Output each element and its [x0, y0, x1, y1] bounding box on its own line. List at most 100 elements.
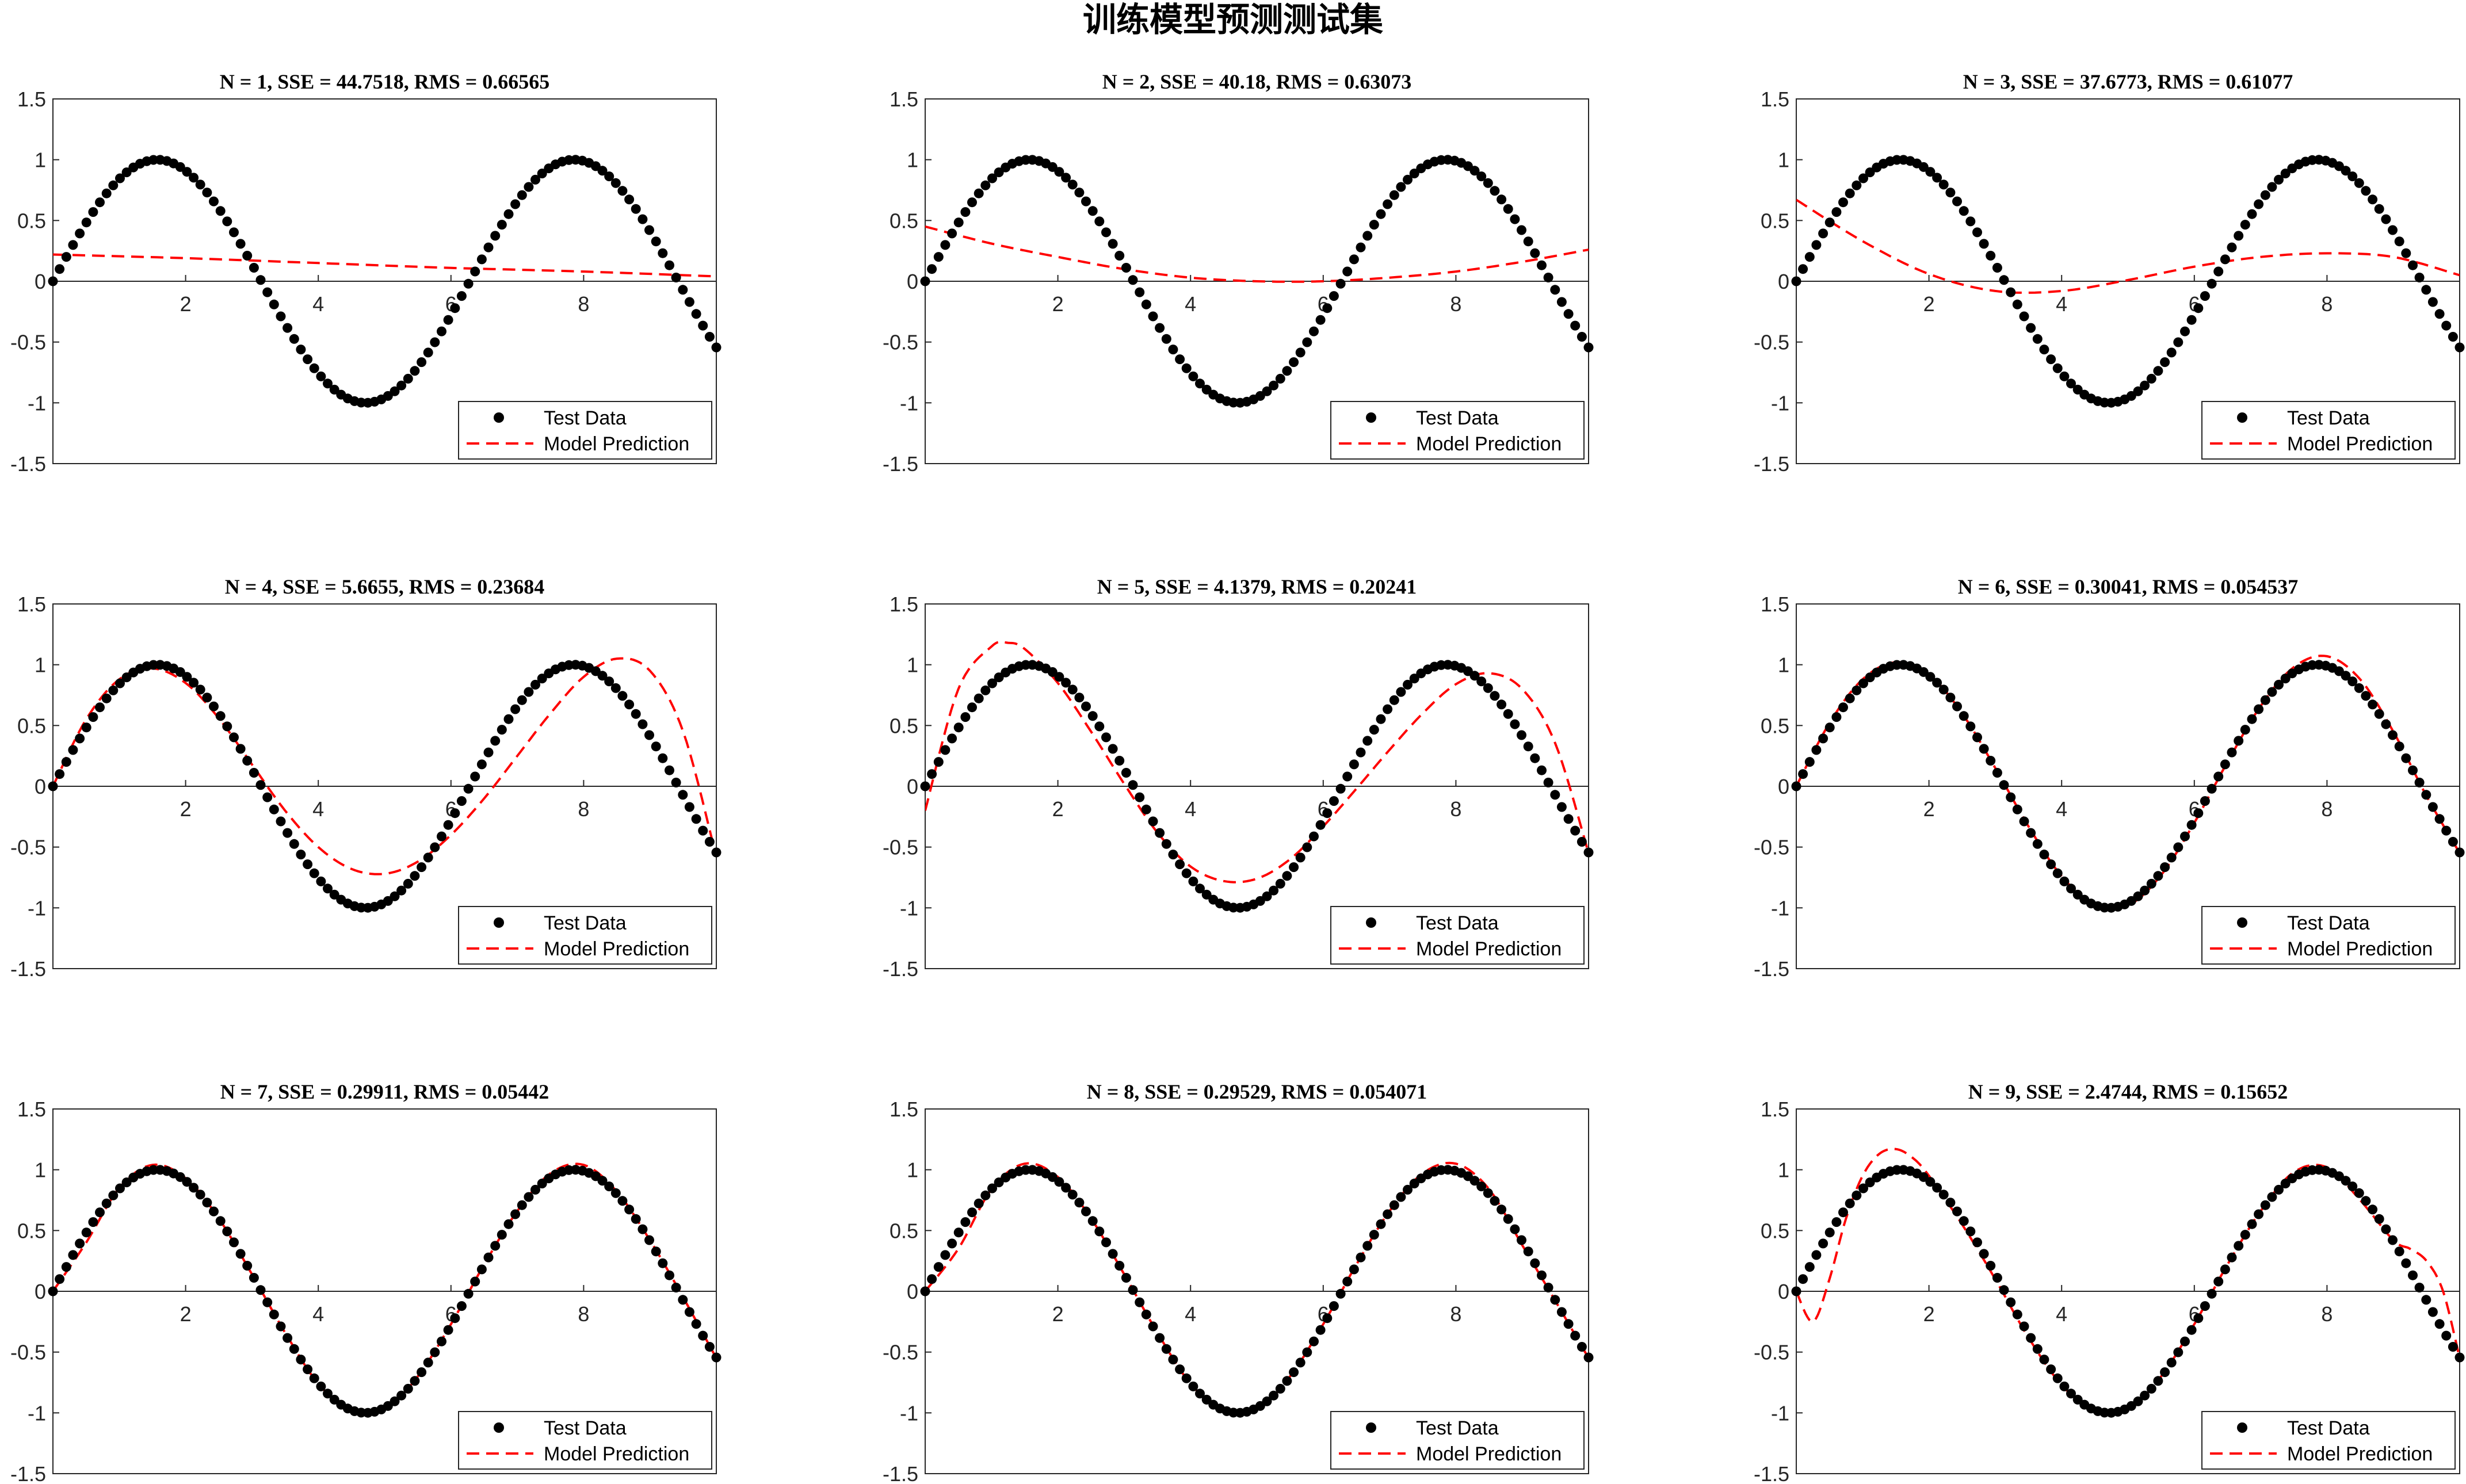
data-point	[2227, 747, 2237, 758]
y-tick-label: 0.5	[1761, 1219, 1789, 1242]
data-point	[2220, 1264, 2230, 1275]
data-point	[1269, 1390, 1279, 1401]
data-point	[1583, 342, 1594, 353]
x-tick-label: 4	[312, 1302, 324, 1326]
y-tick-label: 0	[35, 270, 46, 293]
data-point	[1972, 732, 1982, 743]
data-point	[2274, 679, 2284, 690]
data-point	[195, 684, 205, 695]
data-point	[195, 179, 205, 190]
data-point	[55, 769, 65, 779]
data-point	[631, 1214, 641, 1224]
data-point	[1148, 311, 1158, 322]
data-point	[2401, 1258, 2411, 1268]
data-point	[2213, 771, 2224, 782]
data-point	[940, 745, 950, 755]
data-point	[2026, 1333, 2036, 1343]
data-point	[1517, 730, 1526, 740]
data-point	[665, 260, 674, 270]
y-tick-label: -1	[28, 896, 46, 920]
data-point	[490, 736, 501, 746]
data-point	[450, 1313, 460, 1324]
data-point	[1409, 169, 1419, 179]
data-point	[1992, 768, 2002, 778]
data-point	[1804, 757, 1815, 767]
data-point	[987, 173, 997, 183]
data-point	[303, 354, 313, 365]
data-point	[1925, 167, 1936, 177]
legend-marker-test-data	[1366, 412, 1376, 423]
data-point	[423, 852, 433, 863]
data-point	[1409, 674, 1419, 684]
data-point	[2180, 831, 2190, 842]
data-point	[1959, 206, 1969, 216]
data-point	[48, 276, 58, 286]
data-point	[1356, 1252, 1366, 1263]
data-point	[229, 227, 239, 238]
data-point	[235, 744, 246, 754]
data-point	[390, 1396, 400, 1406]
y-tick-label: -1.5	[883, 1462, 918, 1484]
data-point	[2254, 199, 2264, 209]
data-point	[316, 1381, 326, 1391]
data-point	[1523, 741, 1533, 752]
data-point	[684, 1307, 694, 1317]
data-point	[1469, 671, 1480, 681]
subplot-title: N = 7, SSE = 0.29911, RMS = 0.05442	[220, 1080, 549, 1103]
data-point	[1858, 1183, 1868, 1194]
data-point	[1979, 744, 1989, 754]
legend-label-test-data: Test Data	[544, 407, 627, 429]
data-point	[510, 199, 521, 209]
data-point	[430, 1347, 440, 1357]
data-point	[1845, 693, 1855, 703]
data-point	[2454, 847, 2465, 858]
data-point	[2166, 347, 2177, 358]
data-point	[269, 299, 279, 309]
data-point	[2052, 868, 2063, 878]
data-point	[1556, 297, 1567, 307]
data-point	[933, 252, 944, 262]
data-point	[597, 1176, 608, 1186]
data-point	[1583, 847, 1594, 858]
data-point	[88, 712, 98, 722]
data-point	[476, 254, 487, 265]
data-point	[1510, 214, 1520, 224]
legend: Test Data Model Prediction	[458, 401, 712, 460]
data-point	[1852, 180, 1862, 190]
data-point	[1369, 725, 1379, 735]
data-point	[463, 1288, 474, 1299]
data-point	[2401, 753, 2411, 763]
y-tick-label: 1	[35, 1158, 46, 1182]
data-point	[396, 380, 407, 391]
data-point	[1335, 783, 1346, 794]
data-point	[202, 1198, 212, 1208]
data-point	[2200, 291, 2210, 301]
data-point	[2267, 687, 2277, 697]
data-point	[2173, 1347, 2183, 1357]
data-point	[1087, 206, 1098, 216]
data-point	[1269, 885, 1279, 896]
data-point	[1865, 672, 1875, 683]
data-point	[1490, 186, 1500, 196]
subplot-title: N = 2, SSE = 40.18, RMS = 0.63073	[1102, 70, 1412, 93]
data-point	[1168, 345, 1178, 355]
data-point	[967, 197, 977, 208]
subplot-title: N = 8, SSE = 0.29529, RMS = 0.054071	[1087, 1080, 1427, 1103]
data-point	[517, 1200, 527, 1210]
data-point	[1114, 251, 1125, 261]
subplot-3: N = 3, SSE = 37.6773, RMS = 0.61077 1.5 1 0…	[1754, 70, 2465, 476]
data-point	[2368, 1204, 2378, 1215]
data-point	[2441, 825, 2452, 836]
data-point	[927, 769, 937, 779]
data-point	[2254, 704, 2264, 714]
data-point	[1483, 1188, 1493, 1198]
data-point	[396, 1390, 407, 1401]
data-point	[1972, 227, 1982, 238]
data-point	[671, 273, 681, 282]
data-point	[2254, 1209, 2264, 1219]
data-point	[658, 248, 668, 258]
data-point	[1383, 199, 1393, 209]
data-point	[1195, 378, 1205, 389]
data-point	[1108, 239, 1118, 249]
data-point	[61, 252, 71, 262]
